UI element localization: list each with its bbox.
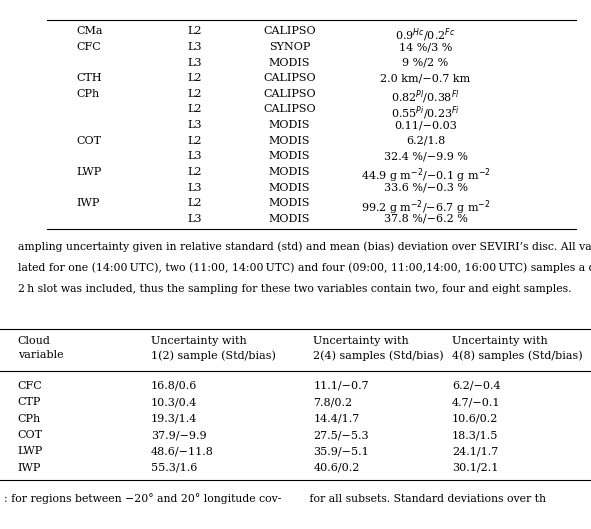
Text: 0.9$^{Hc}$/0.2$^{Fc}$: 0.9$^{Hc}$/0.2$^{Fc}$ — [395, 26, 456, 44]
Text: CALIPSO: CALIPSO — [263, 26, 316, 37]
Text: 44.9 g m$^{-2}$/−0.1 g m$^{-2}$: 44.9 g m$^{-2}$/−0.1 g m$^{-2}$ — [361, 167, 491, 186]
Text: L2: L2 — [188, 73, 202, 83]
Text: 30.1/2.1: 30.1/2.1 — [452, 463, 498, 473]
Text: IWP: IWP — [18, 463, 41, 473]
Text: CALIPSO: CALIPSO — [263, 89, 316, 99]
Text: 37.8 %/−6.2 %: 37.8 %/−6.2 % — [384, 214, 467, 224]
Text: 0.11/−0.03: 0.11/−0.03 — [394, 120, 457, 130]
Text: Uncertainty with: Uncertainty with — [452, 336, 548, 346]
Text: MODIS: MODIS — [269, 167, 310, 177]
Text: 4.7/−0.1: 4.7/−0.1 — [452, 397, 501, 407]
Text: Cloud: Cloud — [18, 336, 51, 346]
Text: 1(2) sample (Std/bias): 1(2) sample (Std/bias) — [151, 350, 275, 361]
Text: CPh: CPh — [18, 414, 41, 424]
Text: lated for one (14:00 UTC), two (11:00, 14:00 UTC) and four (09:00, 11:00,14:00, : lated for one (14:00 UTC), two (11:00, 1… — [18, 263, 591, 273]
Text: L2: L2 — [188, 26, 202, 37]
Text: 6.2/−0.4: 6.2/−0.4 — [452, 381, 501, 391]
Text: MODIS: MODIS — [269, 151, 310, 161]
Text: L3: L3 — [188, 42, 202, 52]
Text: 27.5/−5.3: 27.5/−5.3 — [313, 430, 369, 440]
Text: L2: L2 — [188, 89, 202, 99]
Text: LWP: LWP — [18, 446, 43, 457]
Text: CALIPSO: CALIPSO — [263, 73, 316, 83]
Text: 16.8/0.6: 16.8/0.6 — [151, 381, 197, 391]
Text: 4(8) samples (Std/bias): 4(8) samples (Std/bias) — [452, 350, 583, 361]
Text: MODIS: MODIS — [269, 120, 310, 130]
Text: L2: L2 — [188, 167, 202, 177]
Text: MODIS: MODIS — [269, 183, 310, 193]
Text: L2: L2 — [188, 198, 202, 208]
Text: LWP: LWP — [77, 167, 102, 177]
Text: 0.82$^{Pl}$/0.38$^{Fl}$: 0.82$^{Pl}$/0.38$^{Fl}$ — [391, 89, 460, 106]
Text: L3: L3 — [188, 214, 202, 224]
Text: IWP: IWP — [77, 198, 100, 208]
Text: L3: L3 — [188, 58, 202, 68]
Text: 2(4) samples (Std/bias): 2(4) samples (Std/bias) — [313, 350, 444, 361]
Text: CPh: CPh — [77, 89, 100, 99]
Text: 99.2 g m$^{-2}$/−6.7 g m$^{-2}$: 99.2 g m$^{-2}$/−6.7 g m$^{-2}$ — [361, 198, 490, 217]
Text: CTH: CTH — [77, 73, 102, 83]
Text: 10.3/0.4: 10.3/0.4 — [151, 397, 197, 407]
Text: COT: COT — [77, 136, 102, 145]
Text: CFC: CFC — [77, 42, 102, 52]
Text: CALIPSO: CALIPSO — [263, 105, 316, 114]
Text: 35.9/−5.1: 35.9/−5.1 — [313, 446, 369, 457]
Text: CMa: CMa — [77, 26, 103, 37]
Text: SYNOP: SYNOP — [269, 42, 310, 52]
Text: L2: L2 — [188, 136, 202, 145]
Text: 2 h slot was included, thus the sampling for these two variables contain two, fo: 2 h slot was included, thus the sampling… — [18, 284, 571, 294]
Text: MODIS: MODIS — [269, 136, 310, 145]
Text: 0.55$^{Pi}$/0.23$^{Fi}$: 0.55$^{Pi}$/0.23$^{Fi}$ — [391, 105, 460, 122]
Text: 6.2/1.8: 6.2/1.8 — [406, 136, 445, 145]
Text: L3: L3 — [188, 183, 202, 193]
Text: variable: variable — [18, 350, 63, 360]
Text: 24.1/1.7: 24.1/1.7 — [452, 446, 498, 457]
Text: L3: L3 — [188, 120, 202, 130]
Text: 48.6/−11.8: 48.6/−11.8 — [151, 446, 213, 457]
Text: 7.8/0.2: 7.8/0.2 — [313, 397, 352, 407]
Text: 11.1/−0.7: 11.1/−0.7 — [313, 381, 369, 391]
Text: Uncertainty with: Uncertainty with — [151, 336, 246, 346]
Text: 33.6 %/−0.3 %: 33.6 %/−0.3 % — [384, 183, 467, 193]
Text: COT: COT — [18, 430, 43, 440]
Text: 55.3/1.6: 55.3/1.6 — [151, 463, 197, 473]
Text: 37.9/−9.9: 37.9/−9.9 — [151, 430, 206, 440]
Text: MODIS: MODIS — [269, 214, 310, 224]
Text: 14.4/1.7: 14.4/1.7 — [313, 414, 359, 424]
Text: L3: L3 — [188, 151, 202, 161]
Text: CFC: CFC — [18, 381, 43, 391]
Text: 40.6/0.2: 40.6/0.2 — [313, 463, 359, 473]
Text: Uncertainty with: Uncertainty with — [313, 336, 409, 346]
Text: : for regions between −20° and 20° longitude cov-        for all subsets. Standa: : for regions between −20° and 20° longi… — [4, 493, 546, 504]
Text: CTP: CTP — [18, 397, 41, 407]
Text: L2: L2 — [188, 105, 202, 114]
Text: 32.4 %/−9.9 %: 32.4 %/−9.9 % — [384, 151, 467, 161]
Text: 14 %/3 %: 14 %/3 % — [399, 42, 452, 52]
Text: 18.3/1.5: 18.3/1.5 — [452, 430, 498, 440]
Text: MODIS: MODIS — [269, 58, 310, 68]
Text: 2.0 km/−0.7 km: 2.0 km/−0.7 km — [381, 73, 470, 83]
Text: MODIS: MODIS — [269, 198, 310, 208]
Text: ampling uncertainty given in relative standard (std) and mean (bias) deviation o: ampling uncertainty given in relative st… — [18, 242, 591, 252]
Text: 9 %/2 %: 9 %/2 % — [402, 58, 449, 68]
Text: 10.6/0.2: 10.6/0.2 — [452, 414, 498, 424]
Text: 19.3/1.4: 19.3/1.4 — [151, 414, 197, 424]
